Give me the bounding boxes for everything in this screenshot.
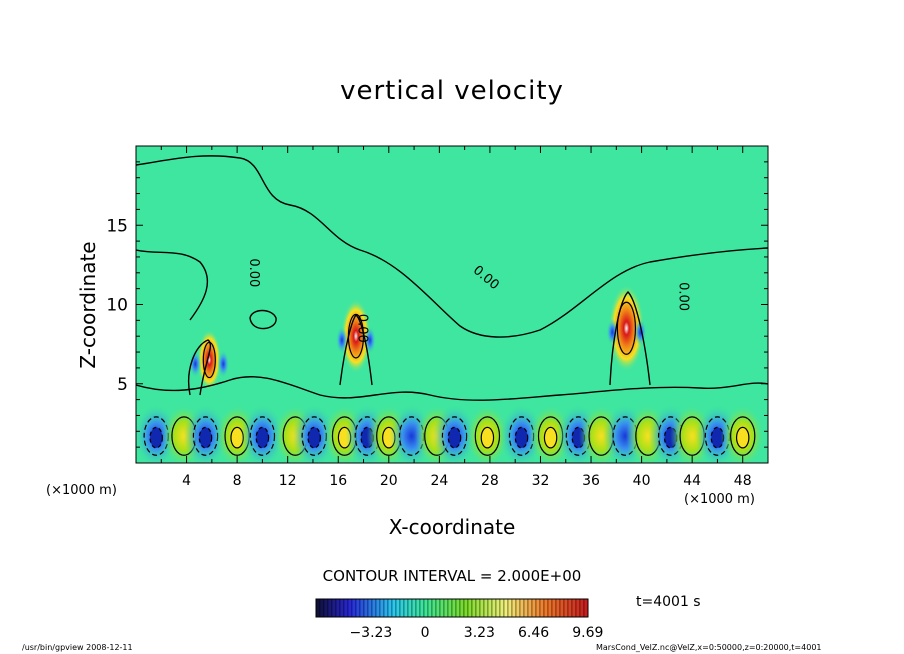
contour-line [188, 339, 212, 396]
footer-left: /usr/bin/gpview 2008-12-11 [22, 643, 133, 652]
contour-line [136, 155, 768, 338]
x-axis: 4 8 12 16 20 24 28 32 36 40 44 48 [135, 146, 769, 489]
y-tick-label: 5 [117, 375, 128, 395]
x-tick-label: 40 [633, 473, 651, 489]
zero-contours [136, 155, 768, 401]
boundary-cell [720, 404, 765, 463]
x-unit-right: (×1000 m) [684, 492, 755, 507]
contour-label: 0.00 [676, 282, 691, 311]
y-tick-label: 10 [106, 296, 128, 316]
contour-line [339, 314, 373, 386]
x-tick-label: 16 [329, 473, 347, 489]
x-tick-label: 4 [182, 473, 191, 489]
boundary-cell [240, 404, 285, 463]
x-tick-label: 8 [233, 473, 242, 489]
contour-line [249, 309, 277, 330]
boundary-cells [136, 404, 765, 463]
x-tick-label: 20 [380, 473, 398, 489]
x-tick-label: 12 [279, 473, 297, 489]
contour-interval: CONTOUR INTERVAL = 2.000E+00 [322, 567, 582, 585]
contour-label: 0.00 [354, 314, 369, 343]
x-axis-label: X-coordinate [388, 515, 516, 539]
y-axis: 5 10 15 [106, 145, 768, 464]
contour-line [136, 376, 768, 401]
boundary-cell [465, 404, 510, 463]
x-tick-label: 24 [430, 473, 448, 489]
time-label: t=4001 s [636, 594, 701, 610]
x-tick-label: 28 [481, 473, 499, 489]
y-axis-label: Z-coordinate [76, 241, 100, 369]
footer-right: MarsCond_VelZ.nc@VelZ,x=0:50000,z=0:2000… [596, 643, 822, 652]
contour-line [609, 291, 651, 386]
x-tick-label: 44 [683, 473, 701, 489]
contour-line [136, 249, 209, 321]
contour-label: 0.00 [246, 258, 261, 287]
x-unit-left: (×1000 m) [46, 483, 117, 498]
x-tick-label: 48 [734, 473, 752, 489]
chart-title: vertical velocity [340, 76, 564, 106]
x-tick-label: 36 [582, 473, 600, 489]
x-tick-label: 32 [532, 473, 550, 489]
y-tick-label: 15 [106, 216, 128, 236]
